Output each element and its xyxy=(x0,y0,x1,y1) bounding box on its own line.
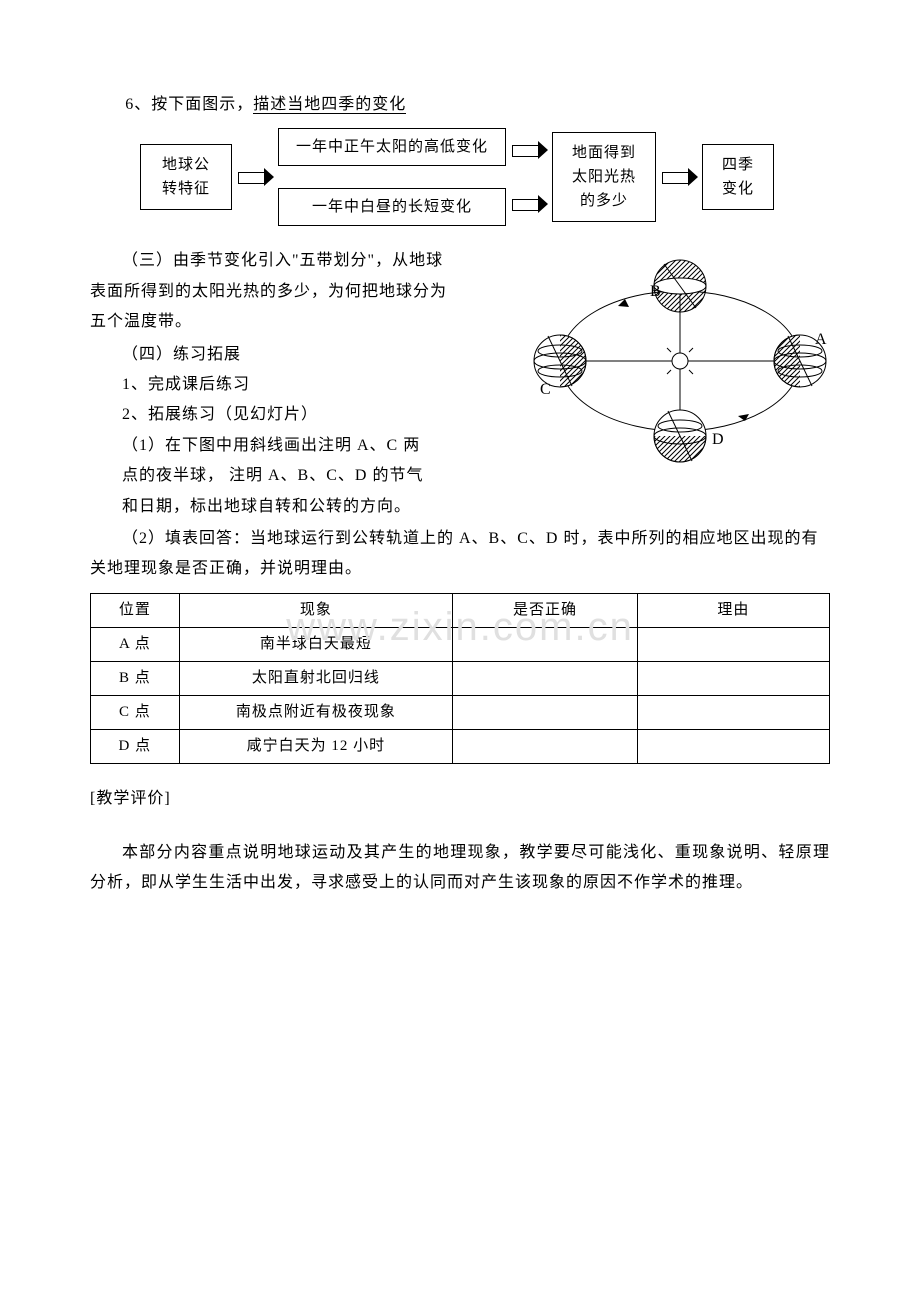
sec4-i2: 2、拓展练习（见幻灯片） xyxy=(90,400,520,430)
cell: 咸宁白天为 12 小时 xyxy=(179,729,452,763)
cell xyxy=(453,729,638,763)
flow-box-noon: 一年中正午太阳的高低变化 xyxy=(278,128,506,166)
arrow-stack xyxy=(512,143,546,211)
eval-body: 本部分内容重点说明地球运动及其产生的地理现象，教学要尽可能浅化、重现象说明、轻原… xyxy=(90,838,830,899)
flow-chart: 地球公 转特征 一年中正午太阳的高低变化 一年中白昼的长短变化 地面得到 太阳光… xyxy=(140,128,830,226)
arrow-icon xyxy=(238,170,272,184)
flow-box4-l1: 四季 xyxy=(713,153,763,177)
sec3-l2: 表面所得到的太阳光热的多少，为何把地球分为 xyxy=(90,277,520,307)
sec3-l1: （三）由季节变化引入"五带划分"，从地球 xyxy=(90,246,520,276)
cell xyxy=(637,729,829,763)
cell: B 点 xyxy=(91,661,180,695)
cell: A 点 xyxy=(91,627,180,661)
table-row: A 点 南半球白天最短 xyxy=(91,627,830,661)
flow-box-seasons: 四季 变化 xyxy=(702,144,774,210)
orbit-label-a: A xyxy=(815,331,828,348)
th-reason: 理由 xyxy=(637,593,829,627)
cell xyxy=(453,661,638,695)
section3-text: （三）由季节变化引入"五带划分"，从地球 表面所得到的太阳光热的多少，为何把地球… xyxy=(90,246,520,522)
sec3-l3: 五个温度带。 xyxy=(90,307,520,337)
flow-mid-stack: 一年中正午太阳的高低变化 一年中白昼的长短变化 xyxy=(278,128,506,226)
cell xyxy=(453,695,638,729)
flow-box-daylen: 一年中白昼的长短变化 xyxy=(278,188,506,226)
section3-row: （三）由季节变化引入"五带划分"，从地球 表面所得到的太阳光热的多少，为何把地球… xyxy=(90,246,830,522)
flow-box3-l2: 太阳光热 xyxy=(563,165,645,189)
phenomena-table: 位置 现象 是否正确 理由 A 点 南半球白天最短 B 点 太阳直射北回归线 C… xyxy=(90,593,830,764)
table-row: D 点 咸宁白天为 12 小时 xyxy=(91,729,830,763)
orbit-label-c: C xyxy=(540,381,552,398)
flow-box3-l1: 地面得到 xyxy=(563,141,645,165)
q6-line: 6、按下面图示，描述当地四季的变化 xyxy=(90,90,830,120)
sec4-p1c: 和日期，标出地球自转和公转的方向。 xyxy=(90,492,520,522)
cell xyxy=(453,627,638,661)
cell xyxy=(637,627,829,661)
cell xyxy=(637,661,829,695)
q6-prefix: 6、按下面图示， xyxy=(125,96,253,113)
orbit-diagram: B A D C xyxy=(530,246,830,477)
q6-underline: 描述当地四季的变化 xyxy=(253,96,406,114)
cell: 南半球白天最短 xyxy=(179,627,452,661)
flow-box1-l2: 转特征 xyxy=(151,177,221,201)
flow-box-source: 地球公 转特征 xyxy=(140,144,232,210)
table-row: B 点 太阳直射北回归线 xyxy=(91,661,830,695)
cell: 南极点附近有极夜现象 xyxy=(179,695,452,729)
arrow-icon xyxy=(512,143,546,157)
sec4-p2: （2）填表回答：当地球运行到公转轨道上的 A、B、C、D 时，表中所列的相应地区… xyxy=(90,524,830,585)
th-pos: 位置 xyxy=(91,593,180,627)
cell: C 点 xyxy=(91,695,180,729)
sec4-h: （四）练习拓展 xyxy=(90,340,520,370)
sec4-p1a: （1）在下图中用斜线画出注明 A、C 两 xyxy=(90,431,520,461)
table-header-row: 位置 现象 是否正确 理由 xyxy=(91,593,830,627)
arrow-icon xyxy=(512,197,546,211)
th-phenom: 现象 xyxy=(179,593,452,627)
cell xyxy=(637,695,829,729)
flow-box4-l2: 变化 xyxy=(713,177,763,201)
flow-box1-l1: 地球公 xyxy=(151,153,221,177)
page: 6、按下面图示，描述当地四季的变化 地球公 转特征 一年中正午太阳的高低变化 一… xyxy=(0,0,920,939)
sec4-p1b: 点的夜半球， 注明 A、B、C、D 的节气 xyxy=(90,461,520,491)
cell: 太阳直射北回归线 xyxy=(179,661,452,695)
cell: D 点 xyxy=(91,729,180,763)
sec4-i1: 1、完成课后练习 xyxy=(90,370,520,400)
flow-box3-l3: 的多少 xyxy=(563,189,645,213)
table-row: C 点 南极点附近有极夜现象 xyxy=(91,695,830,729)
th-correct: 是否正确 xyxy=(453,593,638,627)
eval-heading: [教学评价] xyxy=(90,784,830,814)
orbit-label-b: B xyxy=(650,283,662,300)
flow-box-heat: 地面得到 太阳光热 的多少 xyxy=(552,132,656,222)
orbit-label-d: D xyxy=(712,431,725,448)
arrow-icon xyxy=(662,170,696,184)
